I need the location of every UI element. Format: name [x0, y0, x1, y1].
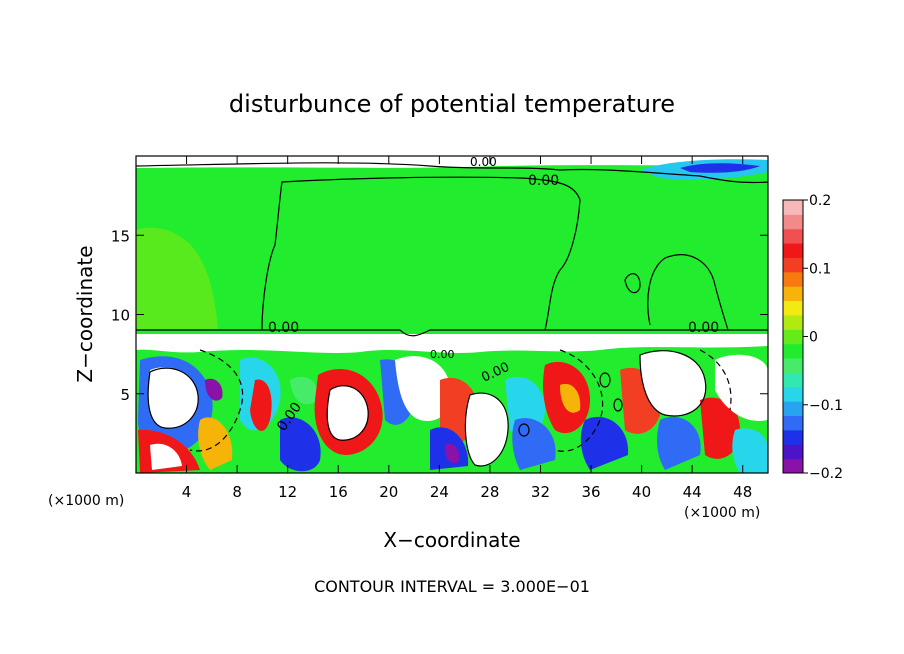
contour-label: 0.00 [688, 320, 719, 336]
contour-label: 0.00 [470, 155, 497, 169]
contour-interface [136, 329, 768, 337]
contour-label: 0.00 [430, 348, 455, 361]
blob-red-2 [250, 379, 272, 431]
colorbar-segment [783, 243, 803, 258]
contour-ellipse-1 [599, 372, 611, 388]
x-tick-label: 32 [531, 483, 550, 501]
contour-interval-footer: CONTOUR INTERVAL = 3.000E−01 [314, 577, 590, 596]
contour-small-loop-1 [624, 273, 641, 294]
blob-cyan-7 [732, 428, 768, 473]
x-tick-label: 48 [733, 483, 752, 501]
x-tick-label: 12 [278, 483, 297, 501]
blob-white-1 [148, 367, 199, 429]
colorbar-segment [783, 372, 803, 388]
colorbar-segment [783, 386, 803, 402]
blob-white-7 [715, 354, 768, 421]
contour-lower-2 [326, 385, 369, 441]
blob-cyan-5 [505, 376, 545, 434]
x-tick-label: 44 [683, 483, 702, 501]
contour-label: 0.00 [268, 320, 299, 336]
contour-ellipse-2 [613, 398, 623, 412]
contour-lower-3 [464, 392, 509, 467]
blob-white-5 [465, 393, 509, 466]
blob-purple-4 [444, 443, 460, 464]
blob-blue-2 [280, 417, 321, 472]
colorbar-segment [783, 401, 803, 417]
blob-blue-7 [657, 416, 701, 470]
x-tick-label: 8 [232, 483, 242, 501]
contour-lower-1 [147, 367, 199, 429]
x-axis: 4 8 12 16 20 24 28 32 36 40 44 48 [182, 156, 752, 501]
plot-area: 0.00 0.00 0.00 0.00 0.00 0.00 0.00 [136, 155, 768, 473]
colorbar-segment [783, 343, 803, 359]
contour-label: 0.00 [528, 173, 559, 189]
colorbar-tick-label: −0.2 [809, 466, 843, 482]
blob-blue-6 [580, 416, 629, 470]
colorbar-segment [783, 358, 803, 373]
x-unit-label-left: (×1000 m) [48, 493, 124, 509]
x-tick-label: 36 [581, 483, 600, 501]
colorbar-segment [783, 271, 803, 287]
x-tick-label: 20 [379, 483, 398, 501]
y-tick-label: 5 [120, 386, 130, 404]
colorbar-tick-label: 0.2 [809, 193, 831, 209]
white-band-top-of-lower-layer [136, 334, 768, 353]
colorbar-tick-label: 0.1 [809, 261, 831, 277]
colorbar-segment [783, 257, 803, 273]
y-tick-label: 15 [111, 227, 130, 245]
top-white-band [136, 156, 768, 168]
contour-upper-box [261, 176, 581, 331]
x-axis-title: X−coordinate [383, 528, 520, 552]
x-unit-label-right: (×1000 m) [684, 505, 760, 521]
x-tick-label: 40 [632, 483, 651, 501]
colorbar-segment [783, 228, 803, 244]
y-axis-title: Z−coordinate [73, 245, 97, 382]
blob-green-gap [290, 376, 319, 405]
contour-ellipse-3 [518, 423, 530, 437]
y-axis: 5 10 15 [111, 227, 768, 404]
contour-dashed-1 [189, 349, 244, 452]
colorbar-segment [783, 329, 803, 345]
contour-dashed-2 [554, 349, 604, 452]
colorbar-segment [783, 214, 803, 230]
contour-top [136, 162, 768, 184]
contour-right-loop [647, 254, 729, 331]
contour-dashed-3 [699, 349, 732, 411]
blob-white-4 [395, 356, 451, 421]
x-tick-label: 16 [329, 483, 348, 501]
contour-lines [136, 162, 768, 467]
blob-purple-1 [205, 378, 223, 401]
blob-orange-1 [198, 417, 233, 470]
colorbar-segment [783, 300, 803, 316]
colorbar-segment [783, 314, 803, 330]
y-tick-label: 10 [111, 307, 130, 325]
blob-red-7 [700, 397, 740, 459]
blob-white-3 [327, 385, 369, 441]
colorbar-tick-label: 0 [809, 330, 818, 346]
colorbar: 0.2 0.1 0 −0.1 −0.2 [782, 193, 843, 482]
x-tick-label: 24 [430, 483, 449, 501]
colorbar-segment [783, 200, 803, 215]
upper-layer-field [136, 156, 768, 334]
blob-blue-5 [512, 418, 556, 470]
x-tick-label: 4 [182, 483, 192, 501]
colorbar-segment [783, 444, 803, 460]
chart-title: disturbunce of potential temperature [229, 90, 675, 118]
blob-white-1b [150, 443, 182, 470]
colorbar-tick-label: −0.1 [809, 398, 843, 414]
colorbar-segment [783, 429, 803, 445]
top-right-blue-core [680, 163, 760, 173]
contour-lower-4 [639, 350, 707, 417]
colorbar-segment [783, 286, 803, 302]
blob-white-6 [640, 350, 706, 416]
upper-left-lime-patch [136, 227, 218, 330]
colorbar-segment [783, 458, 803, 474]
x-tick-label: 28 [480, 483, 499, 501]
colorbar-segment [783, 415, 803, 431]
blob-orange-5 [560, 383, 581, 413]
